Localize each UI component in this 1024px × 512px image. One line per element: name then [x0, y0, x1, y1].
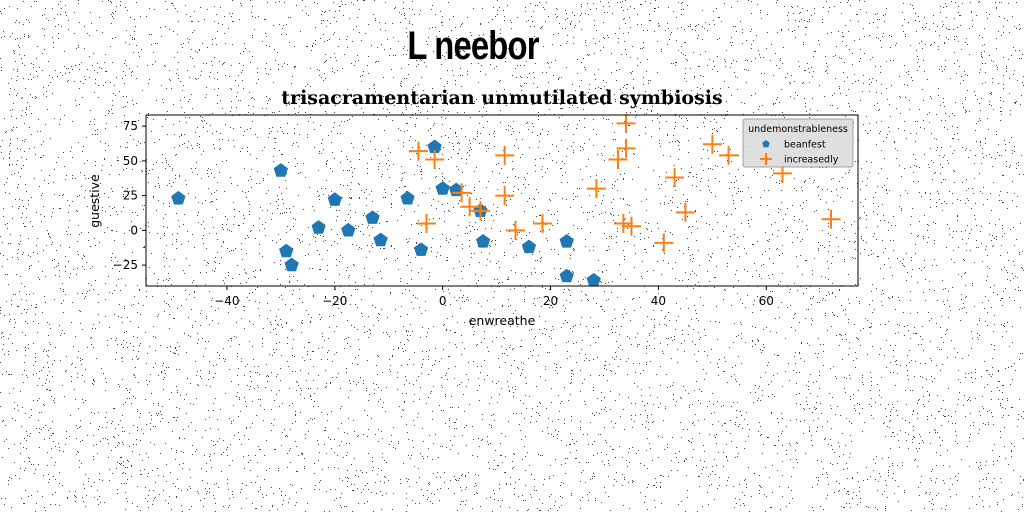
data-point-plus [425, 150, 444, 169]
data-point-pentagon [374, 233, 388, 247]
data-point-pentagon [414, 242, 428, 256]
data-point-plus [822, 210, 841, 229]
data-point-plus [506, 221, 525, 240]
data-point-plus [533, 214, 552, 233]
data-point-plus [587, 179, 606, 198]
data-point-plus [471, 201, 490, 220]
x-axis: −40 −20 0 20 40 60 [214, 286, 774, 308]
data-point-plus [703, 135, 722, 154]
data-point-pentagon [328, 192, 342, 206]
data-point-plus [665, 168, 684, 187]
data-point-pentagon [436, 181, 450, 195]
data-point-pentagon [285, 258, 299, 272]
x-tick-label: −40 [214, 294, 239, 308]
y-axis-label: guestive [87, 174, 102, 228]
x-tick-label: 60 [759, 294, 774, 308]
y-tick-label: 75 [123, 119, 138, 133]
legend-label: increasedly [784, 155, 839, 166]
data-point-plus [654, 233, 673, 252]
data-point-pentagon [587, 273, 601, 287]
data-point-pentagon [476, 234, 490, 248]
points-layer [171, 114, 840, 287]
x-tick-label: 20 [543, 294, 558, 308]
series-beanfest [171, 140, 601, 287]
data-point-plus [617, 114, 636, 133]
data-point-plus [614, 214, 633, 233]
data-point-plus [617, 139, 636, 158]
y-tick-label: 0 [130, 223, 138, 237]
data-point-pentagon [171, 191, 185, 205]
data-point-plus [417, 214, 436, 233]
data-point-plus [719, 146, 738, 165]
data-point-pentagon [279, 244, 293, 258]
data-point-pentagon [401, 191, 415, 205]
y-tick-label: 25 [123, 189, 138, 203]
data-point-plus [676, 203, 695, 222]
data-point-pentagon [341, 223, 355, 237]
y-tick-label: 50 [123, 154, 138, 168]
y-tick-label: −25 [113, 258, 138, 272]
legend-title: undemonstrableness [748, 124, 848, 135]
data-point-pentagon [560, 234, 574, 248]
legend-label: beanfest [784, 140, 826, 151]
data-point-pentagon [312, 220, 326, 234]
x-tick-label: −20 [322, 294, 347, 308]
x-tick-label: 40 [651, 294, 666, 308]
x-tick-label: 0 [439, 294, 447, 308]
data-point-pentagon [365, 210, 379, 224]
data-point-plus [622, 217, 641, 236]
y-axis: −25 0 25 50 75 [113, 119, 146, 272]
data-point-pentagon [522, 240, 536, 254]
data-point-pentagon [274, 163, 288, 177]
data-point-plus [495, 146, 514, 165]
x-axis-label: enwreathe [469, 313, 536, 328]
data-point-plus [608, 150, 627, 169]
legend: undemonstrableness beanfest increasedly [743, 119, 853, 167]
data-point-plus [495, 186, 514, 205]
data-point-plus [409, 142, 428, 161]
data-point-pentagon [560, 269, 574, 283]
